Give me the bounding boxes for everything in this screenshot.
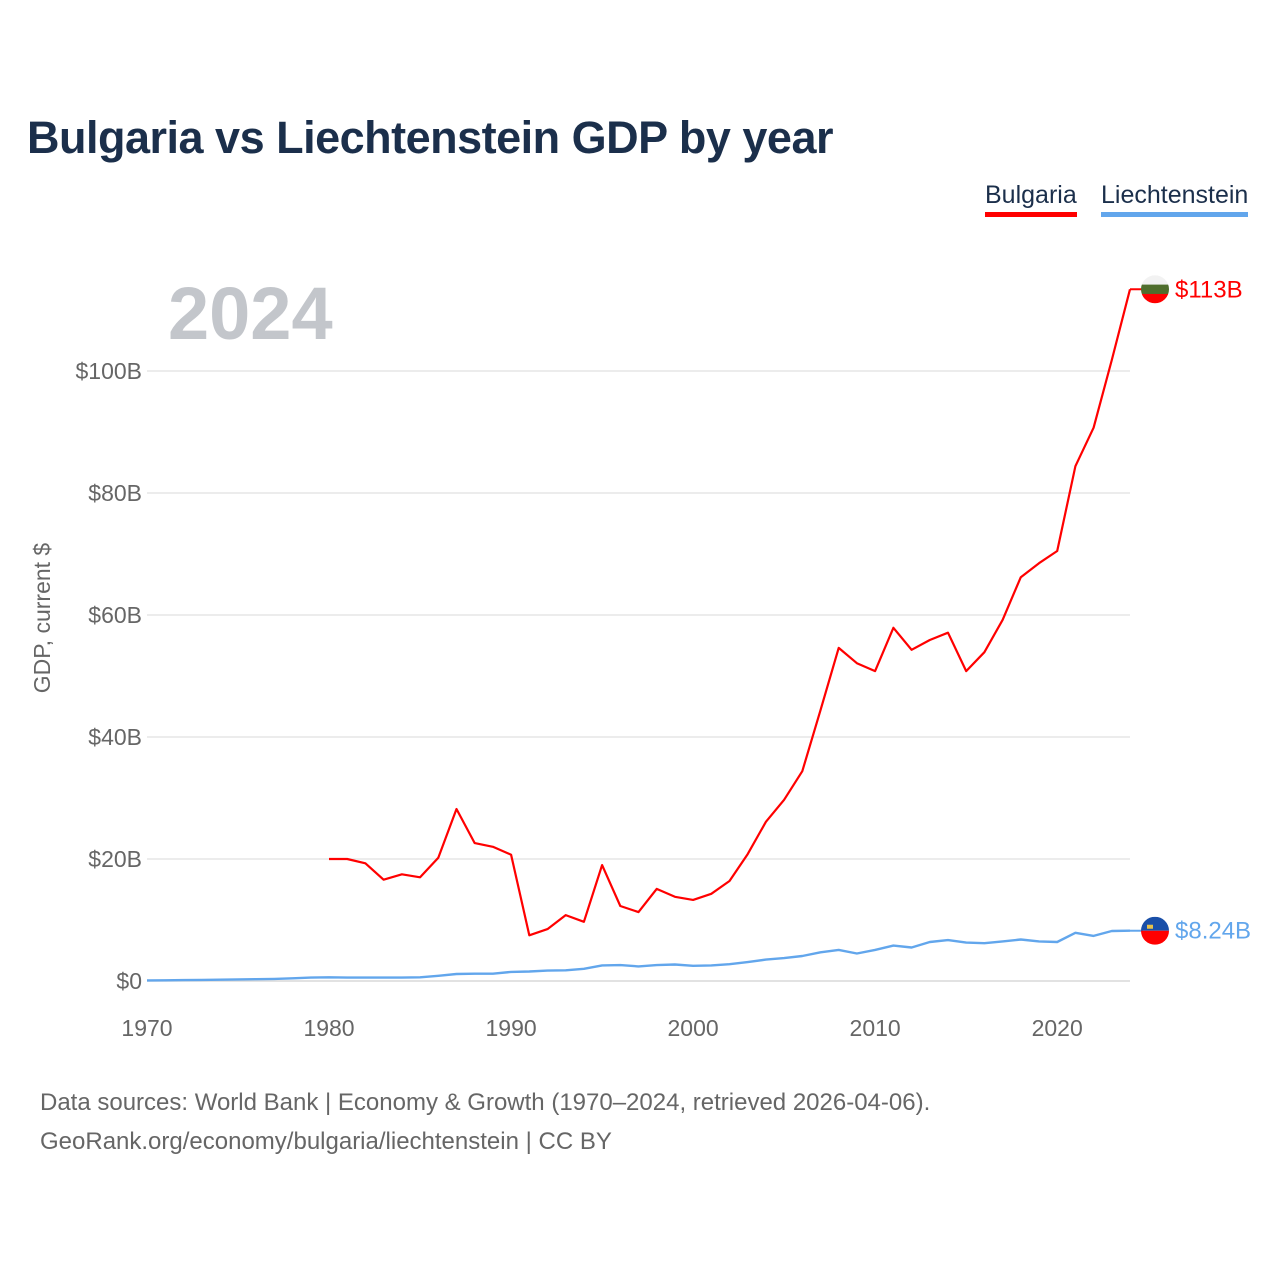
flag-stripe — [1141, 916, 1169, 931]
series-line-bulgaria — [329, 289, 1132, 937]
flag-stripe — [1141, 284, 1169, 295]
liechtenstein-flag-icon — [1141, 916, 1169, 945]
x-tick-label: 2000 — [668, 1015, 719, 1041]
y-tick-label: $20B — [88, 846, 142, 872]
y-tick-label: $0 — [116, 968, 142, 994]
series-line-liechtenstein — [146, 929, 1131, 982]
bulgaria-flag-icon — [1141, 275, 1169, 304]
y-tick-label: $60B — [88, 602, 142, 628]
x-tick-label: 2010 — [850, 1015, 901, 1041]
x-tick-label: 1980 — [303, 1015, 354, 1041]
end-value-label: $113B — [1175, 276, 1243, 303]
y-tick-label: $100B — [75, 358, 142, 384]
x-tick-label: 1970 — [121, 1015, 172, 1041]
year-label: 2024 — [168, 272, 333, 355]
y-tick-label: $80B — [88, 480, 142, 506]
flag-stripe — [1141, 275, 1169, 285]
legend-bulgaria[interactable]: Bulgaria — [985, 181, 1077, 217]
footer: Data sources: World Bank | Economy & Gro… — [40, 1083, 930, 1161]
flag-stripe — [1141, 293, 1169, 304]
x-tick-label: 2020 — [1032, 1015, 1083, 1041]
end-value-label: $8.24B — [1175, 918, 1251, 945]
y-axis-label: GDP, current $ — [29, 543, 55, 694]
footer-link[interactable]: GeoRank.org/economy/bulgaria/liechtenste… — [40, 1128, 612, 1155]
x-tick-label: 1990 — [485, 1015, 536, 1041]
y-tick-label: $40B — [88, 724, 142, 750]
flag-stripe — [1141, 930, 1169, 945]
legend-liechtenstein[interactable]: Liechtenstein — [1101, 181, 1249, 217]
flag-crown — [1147, 924, 1153, 929]
footer-sources: Data sources: World Bank | Economy & Gro… — [40, 1089, 931, 1116]
chart-title: Bulgaria vs Liechtenstein GDP by year — [27, 112, 833, 163]
